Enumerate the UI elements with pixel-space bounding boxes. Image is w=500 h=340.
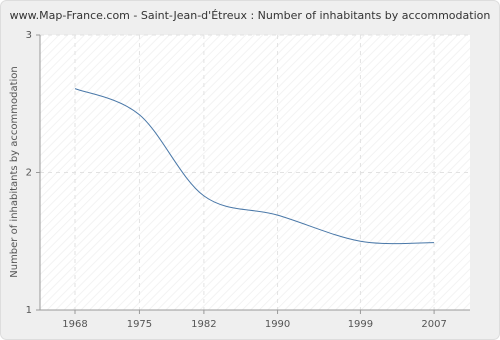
plot-area [40,35,470,310]
x-tick-label: 1975 [127,319,152,330]
y-tick-label: 3 [26,30,32,41]
y-axis-label: Number of inhabitants by accommodation [9,66,20,278]
x-tick-label: 2007 [421,319,446,330]
y-tick-label: 2 [26,168,32,179]
x-tick-label: 1982 [191,319,216,330]
chart-title: www.Map-France.com - Saint-Jean-d'Étreux… [10,9,491,22]
line [74,88,435,245]
x-tick-label: 1968 [62,319,87,330]
x-tick-label: 1990 [265,319,290,330]
x-tick-label: 1999 [348,319,373,330]
y-tick-label: 1 [26,305,32,316]
